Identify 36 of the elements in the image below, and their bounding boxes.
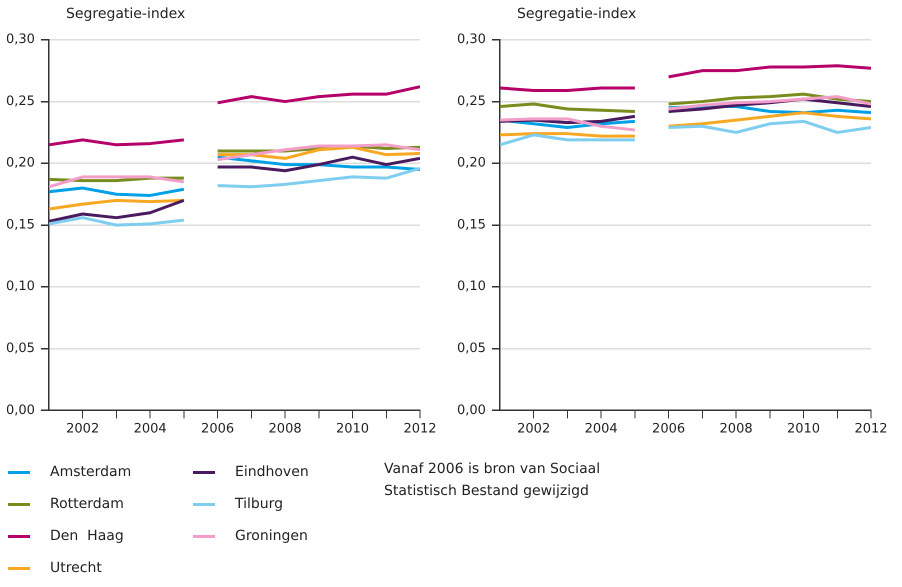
x-tick-label: 2012 bbox=[403, 422, 437, 437]
x-tick-label: 2006 bbox=[652, 422, 686, 437]
y-tick-label: 0,10 bbox=[6, 279, 35, 294]
y-tick-label: 0,15 bbox=[456, 217, 486, 232]
x-tick-label: 2010 bbox=[786, 422, 820, 437]
y-tick-label: 0,00 bbox=[6, 402, 35, 418]
x-tick-label: 2002 bbox=[66, 422, 100, 437]
legend-label: Tilburg bbox=[235, 496, 284, 512]
y-tick-label: 0,10 bbox=[456, 279, 486, 294]
x-tick-label: 2010 bbox=[336, 422, 370, 437]
y-tick-label: 0,05 bbox=[456, 341, 486, 356]
y-tick-label: 0,25 bbox=[456, 94, 486, 109]
x-tick-label: 2008 bbox=[720, 422, 753, 437]
y-tick-label: 0,25 bbox=[6, 94, 35, 109]
x-tick-label: 2002 bbox=[517, 422, 550, 437]
x-tick-label: 2012 bbox=[854, 422, 888, 437]
x-tick-label: 2006 bbox=[201, 422, 234, 437]
y-axis-title: Segregatie-index bbox=[66, 6, 186, 22]
y-tick-label: 0,20 bbox=[6, 156, 35, 171]
legend-label: Groningen bbox=[235, 528, 308, 544]
y-axis-title: Segregatie-index bbox=[517, 6, 636, 22]
legend-label: Den Haag bbox=[50, 528, 124, 544]
y-tick-label: 0,05 bbox=[6, 341, 35, 356]
y-tick-label: 0,15 bbox=[6, 217, 35, 232]
y-tick-label: 0,00 bbox=[456, 402, 486, 418]
x-tick-label: 2004 bbox=[134, 422, 167, 437]
y-tick-label: 0,30 bbox=[6, 32, 35, 48]
y-tick-label: 0,30 bbox=[456, 32, 486, 48]
legend-label: Utrecht bbox=[50, 560, 102, 576]
text: Vanaf 2006 is bron van Sociaal Statistisch Bestand gewijzigd bbox=[384, 460, 602, 501]
legend-label: Rotterdam bbox=[50, 496, 124, 512]
x-tick-label: 2004 bbox=[584, 422, 618, 437]
y-tick-label: 0,20 bbox=[456, 156, 486, 171]
legend-label: Amsterdam bbox=[50, 464, 132, 480]
x-tick-label: 2008 bbox=[268, 422, 302, 437]
legend-label: Eindhoven bbox=[235, 464, 309, 480]
